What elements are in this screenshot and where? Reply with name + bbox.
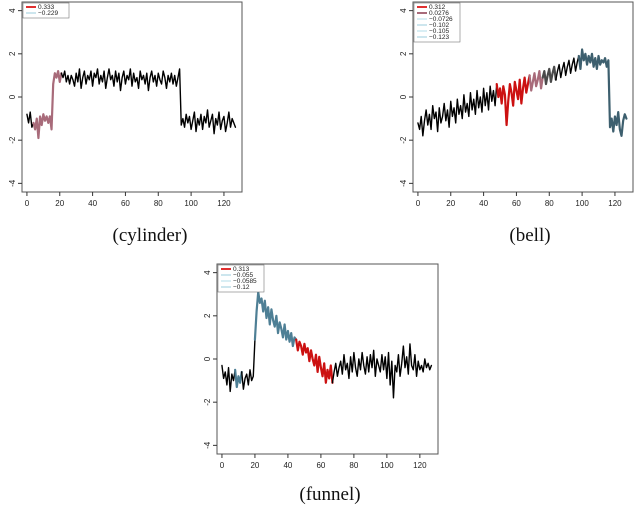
bell-xtick-label: 40	[479, 199, 488, 208]
bell-legend-label: 0.0276	[429, 10, 449, 17]
bell-xtick-label: 0	[416, 199, 421, 208]
funnel-xtick-label: 20	[250, 461, 259, 470]
bell-series-segment-4	[555, 55, 580, 81]
bell-xtick-label: 80	[545, 199, 554, 208]
cylinder-xtick-label: 100	[184, 199, 198, 208]
funnel-xtick-label: 60	[316, 461, 325, 470]
funnel-legend-label: −0.0585	[233, 278, 257, 285]
bell-legend-label: 0.312	[429, 4, 446, 11]
cylinder-series-segment-0	[26, 111, 35, 128]
cylinder-ytick-label: 2	[8, 51, 17, 56]
funnel-series-segment-2	[241, 338, 256, 390]
funnel-legend-label: −0.12	[233, 284, 250, 291]
bell-series-segment-1	[495, 74, 531, 127]
funnel-legend-label: −0.055	[233, 272, 253, 279]
bell-caption: (bell)	[509, 225, 551, 246]
bell-chart-panel: -4 -2 0 2 4 0 20 40 60 80 100 120 0.312 0.0276 −0.0726…	[395, 0, 640, 226]
bell-ytick-label: 2	[399, 51, 408, 56]
cylinder-series-segment-3	[60, 68, 237, 135]
bell-xtick-label: 20	[446, 199, 455, 208]
cylinder-ytick-label: -4	[8, 179, 17, 187]
cylinder-series-segment-1	[32, 113, 52, 140]
funnel-series-segment-0	[221, 364, 236, 393]
bell-series-segment-2	[528, 69, 544, 92]
funnel-xtick-label: 0	[220, 461, 225, 470]
cylinder-plot-frame	[21, 1, 243, 193]
cylinder-xtick-label: 40	[88, 199, 97, 208]
funnel-series-segment-5	[331, 343, 433, 399]
cylinder-ytick-label: -2	[8, 136, 17, 144]
funnel-ytick-label: -4	[203, 441, 212, 449]
cylinder-xtick-label: 60	[121, 199, 130, 208]
funnel-ytick-label: 0	[203, 356, 212, 361]
cylinder-legend-label: −0.229	[38, 10, 58, 17]
bell-ytick-label: -4	[399, 179, 408, 187]
cylinder-xtick-label: 20	[55, 199, 64, 208]
bell-legend-label: −0.123	[429, 34, 449, 41]
funnel-xtick-label: 40	[283, 461, 292, 470]
funnel-chart-panel: -4 -2 0 2 4 0 20 40 60 80 100 120 0.313 −0.055 −0.0585…	[195, 262, 450, 488]
bell-legend-label: −0.105	[429, 28, 449, 35]
bell-legend-label: −0.0726	[429, 16, 453, 23]
cylinder-xtick-label: 0	[25, 199, 30, 208]
funnel-ytick-label: 2	[203, 313, 212, 318]
cylinder-legend-label: 0.333	[38, 4, 55, 11]
funnel-xtick-label: 120	[413, 461, 427, 470]
bell-series-segment-5	[577, 48, 628, 137]
funnel-ytick-label: -2	[203, 398, 212, 406]
cylinder-xtick-label: 80	[154, 199, 163, 208]
funnel-xtick-label: 100	[380, 461, 394, 470]
bell-ytick-label: 0	[399, 94, 408, 99]
funnel-caption: (funnel)	[299, 484, 361, 505]
cylinder-caption: (cylinder)	[112, 225, 188, 246]
bell-series-segment-3	[541, 65, 557, 86]
cylinder-series-segment-2	[48, 69, 63, 131]
bell-legend-label: −0.102	[429, 22, 449, 29]
funnel-xtick-label: 80	[349, 461, 358, 470]
bell-series-segment-0	[417, 83, 498, 137]
bell-xtick-label: 60	[512, 199, 521, 208]
cylinder-xtick-label: 120	[217, 199, 231, 208]
bell-ytick-label: -2	[399, 136, 408, 144]
bell-xtick-label: 100	[575, 199, 589, 208]
bell-xtick-label: 120	[608, 199, 622, 208]
cylinder-ytick-label: 0	[8, 94, 17, 99]
funnel-ytick-label: 4	[203, 270, 212, 275]
funnel-legend-label: 0.313	[233, 266, 250, 273]
cylinder-ytick-label: 4	[8, 8, 17, 13]
funnel-series-segment-4	[295, 338, 334, 384]
cylinder-chart-panel: -4 -2 0 2 4 0 20 40 60 80 100 120 0.333 −0.229	[0, 0, 250, 226]
funnel-series-segment-3	[253, 290, 298, 348]
bell-ytick-label: 4	[399, 8, 408, 13]
bell-legend-box	[413, 2, 461, 43]
funnel-series-segment-1	[234, 368, 243, 389]
